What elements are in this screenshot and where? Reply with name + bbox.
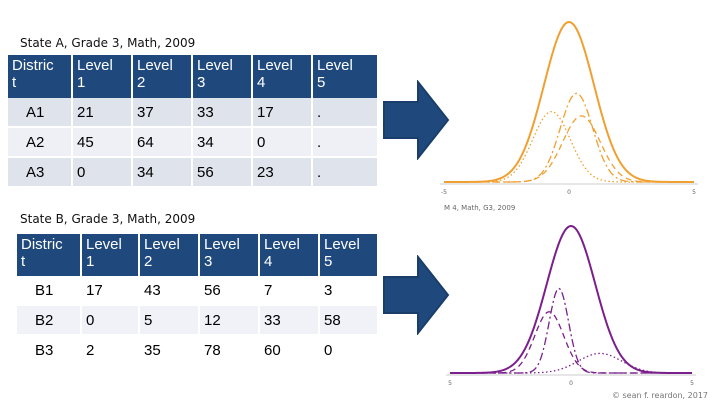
footer-credit: © sean f. reardon, 2017 xyxy=(611,391,708,400)
table-cell: 33 xyxy=(259,305,320,336)
total-density-curve xyxy=(450,224,692,374)
table-a: Distric t Level 1 Level 2 Level 3 Level 4 Lev… xyxy=(8,55,379,188)
table-cell: . xyxy=(312,127,379,158)
table-cell: 35 xyxy=(139,335,200,366)
table-cell: 45 xyxy=(72,127,133,158)
col-header-level-2: Level 2 xyxy=(132,55,193,98)
component-density-curve-1 xyxy=(450,311,692,374)
table-cell: 17 xyxy=(252,98,313,128)
table-cell: 0 xyxy=(252,127,313,158)
table-cell: A2 xyxy=(8,127,73,158)
col-header-level-5: Level 5 xyxy=(312,55,379,98)
table-row: B1 17 43 56 7 3 xyxy=(17,276,379,306)
table-cell: B1 xyxy=(17,276,82,306)
table-a-header-row: Distric t Level 1 Level 2 Level 3 Level 4 Lev… xyxy=(8,55,379,98)
table-cell: 56 xyxy=(192,157,253,188)
col-header-level-5: Level 5 xyxy=(319,234,379,276)
table-b: Distric t Level 1 Level 2 Level 3 Level 4 Lev… xyxy=(17,234,379,366)
x-tick-label: -5 xyxy=(441,189,447,196)
table-cell: 56 xyxy=(199,276,260,306)
table-cell: 60 xyxy=(259,335,320,366)
table-cell: 0 xyxy=(319,335,379,366)
table-cell: 78 xyxy=(199,335,260,366)
table-cell: . xyxy=(312,98,379,128)
table-cell: 2 xyxy=(81,335,140,366)
col-header-level-1: Level 1 xyxy=(72,55,133,98)
density-chart-state-a: -5 0 5 xyxy=(440,20,698,196)
table-cell: B3 xyxy=(17,335,82,366)
table-a-caption: State A, Grade 3, Math, 2009 xyxy=(20,36,196,50)
table-cell: 12 xyxy=(199,305,260,336)
col-header-level-4: Level 4 xyxy=(259,234,320,276)
table-b-caption: State B, Grade 3, Math, 2009 xyxy=(20,212,196,226)
x-tick-label: 5 xyxy=(692,189,696,196)
col-header-district: Distric t xyxy=(8,55,73,98)
col-header-level-2: Level 2 xyxy=(139,234,200,276)
table-cell: . xyxy=(312,157,379,188)
x-tick-label: 0 xyxy=(569,380,573,387)
right-arrow-icon xyxy=(383,80,450,160)
table-cell: 64 xyxy=(132,127,193,158)
table-cell: 3 xyxy=(319,276,379,306)
component-density-curve-1 xyxy=(444,110,694,183)
table-cell: 17 xyxy=(81,276,140,306)
x-tick-label: 5 xyxy=(690,380,694,387)
table-cell: A1 xyxy=(8,98,73,128)
table-cell: B2 xyxy=(17,305,82,336)
table-cell: 34 xyxy=(192,127,253,158)
table-cell: 43 xyxy=(139,276,200,306)
table-row: B2 0 5 12 33 58 xyxy=(17,305,379,336)
table-cell: 0 xyxy=(72,157,133,188)
table-row: B3 2 35 78 60 0 xyxy=(17,335,379,366)
col-header-level-1: Level 1 xyxy=(81,234,140,276)
x-tick-label: 5 xyxy=(448,380,452,387)
col-header-level-4: Level 4 xyxy=(252,55,313,98)
table-cell: 37 xyxy=(132,98,193,128)
table-cell: 58 xyxy=(319,305,379,336)
right-arrow-icon xyxy=(383,255,450,335)
density-chart-state-b: 5 0 5 xyxy=(446,224,696,387)
table-cell: A3 xyxy=(8,157,73,188)
component-density-curve-3 xyxy=(444,115,694,183)
table-cell: 7 xyxy=(259,276,320,306)
table-cell: 23 xyxy=(252,157,313,188)
col-header-level-3: Level 3 xyxy=(199,234,260,276)
total-density-curve xyxy=(444,20,694,183)
table-row: A1 21 37 33 17 . xyxy=(8,98,379,128)
component-density-curve-3 xyxy=(450,352,692,374)
table-row: A2 45 64 34 0 . xyxy=(8,127,379,158)
table-cell: 5 xyxy=(139,305,200,336)
table-cell: 21 xyxy=(72,98,133,128)
table-cell: 0 xyxy=(81,305,140,336)
chart-a-caption: M 4, Math, G3, 2009 xyxy=(444,204,516,212)
table-b-header-row: Distric t Level 1 Level 2 Level 3 Level 4 Lev… xyxy=(17,234,379,276)
table-cell: 34 xyxy=(132,157,193,188)
x-tick-label: 0 xyxy=(567,189,571,196)
component-density-curve-2 xyxy=(450,287,692,374)
table-cell: 33 xyxy=(192,98,253,128)
table-row: A3 0 34 56 23 . xyxy=(8,157,379,188)
col-header-district: Distric t xyxy=(17,234,82,276)
col-header-level-3: Level 3 xyxy=(192,55,253,98)
component-density-curve-2 xyxy=(444,92,694,183)
